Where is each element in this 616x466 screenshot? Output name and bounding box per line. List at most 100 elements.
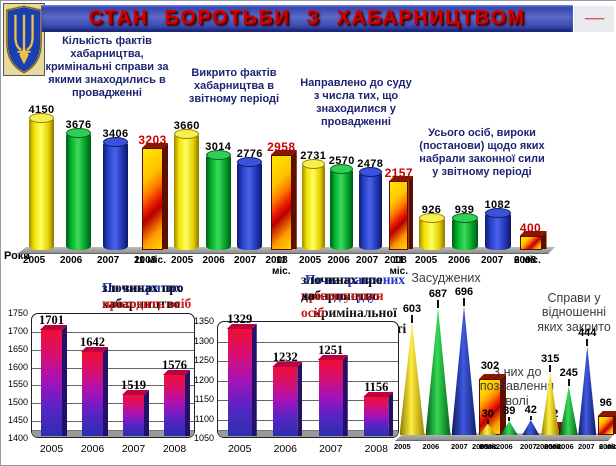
bar-3d xyxy=(273,362,303,436)
cone-spike xyxy=(411,315,413,323)
cone-spike xyxy=(586,339,589,346)
bar-top-face xyxy=(40,325,67,330)
y-axis-tick-label: 1700 xyxy=(7,325,28,336)
bars-row: 4150 3676 3406 3203 xyxy=(23,1,171,250)
value-label: 30 xyxy=(481,408,494,420)
bar-cylinder xyxy=(301,159,325,250)
gridline xyxy=(218,419,398,421)
x-axis-label: 11 міс. 2008 xyxy=(134,255,171,279)
box-side-face xyxy=(501,374,506,434)
x-axis-line: 2006 xyxy=(448,255,471,266)
cone-spike xyxy=(437,300,439,308)
title-banner: СТАН БОРОТЬБИ З ХАБАРНИЦТВОМ xyxy=(41,5,573,32)
x-axis-label: 6 міс.2008 xyxy=(514,255,547,279)
bar-3d xyxy=(364,392,394,436)
bar-value-label: 1701 xyxy=(39,313,64,327)
cone-marker xyxy=(578,346,597,435)
bar-value-label: 1251 xyxy=(318,343,344,357)
box-side-face xyxy=(408,176,414,249)
bar-side-face xyxy=(297,362,303,436)
box-top-face xyxy=(389,176,413,181)
bars-row: 926 939 1082 400 xyxy=(415,1,547,250)
value-label: 687 xyxy=(428,288,448,300)
bar-slot: 2776 xyxy=(234,1,266,250)
bar-slot: 400 xyxy=(514,1,547,250)
y-axis-tick-label: 1250 xyxy=(193,355,214,365)
chart-label: Кількість фактів хабарництва, кримінальн… xyxy=(45,35,169,99)
x-axis-label: 2005 xyxy=(23,255,60,279)
value-label: 444 xyxy=(578,327,597,339)
bar-value-label: 1576 xyxy=(162,358,187,372)
x-axis-line: 2005 xyxy=(23,255,46,266)
bar-side-face xyxy=(62,325,67,436)
x-axis-line: 2007 xyxy=(356,255,379,266)
x-axis-line: 6 міс. xyxy=(544,442,565,451)
bar-cylinder xyxy=(330,164,354,250)
bar-3d xyxy=(82,347,108,436)
chart-title-part: злочинах про xyxy=(102,280,184,295)
x-axis-labels: 2005 2006 2007 11 міс. 2008 xyxy=(299,255,413,279)
corner-patch: ~~~~ xyxy=(574,6,614,32)
y-axis-tick-label: 1500 xyxy=(7,397,28,408)
x-axis-line: 2005 xyxy=(394,442,411,451)
value-label: 696 xyxy=(454,286,474,298)
box-top-face xyxy=(598,411,616,416)
y-axis-tick-label: 1750 xyxy=(7,308,28,318)
gridline xyxy=(32,385,194,387)
x-axis-label: 2006 xyxy=(273,443,297,455)
bar-cylinder xyxy=(174,129,200,250)
x-axis-line: 2008 xyxy=(599,442,616,451)
cone-marker xyxy=(425,308,451,435)
gridline xyxy=(32,403,194,405)
x-axis-line: 6 міс. xyxy=(599,442,616,451)
x-axis-label: 2007 xyxy=(121,443,146,455)
gridline xyxy=(218,400,398,401)
x-axis-line: 2005 xyxy=(415,255,438,266)
y-axis-tick-label: 1600 xyxy=(7,361,28,372)
chart-title-part: до xyxy=(301,288,315,304)
x-axis-line: 2007 xyxy=(97,255,120,266)
x-axis-label: 2005 xyxy=(228,443,252,455)
x-axis-label: 2006 xyxy=(203,255,235,279)
chart-label: Викрито фактів хабарництва в звітному пе… xyxy=(188,67,280,105)
chart-label: Направлено до суду з числа тих, що знахо… xyxy=(300,77,412,128)
bars-row: 3660 3014 2776 2958 xyxy=(171,1,297,250)
cone-spike xyxy=(529,416,532,420)
x-axis-label: 2005 xyxy=(536,442,557,458)
bar-slot: 4150 xyxy=(23,1,60,250)
x-axis-label: 11 міс. 2008 xyxy=(266,255,298,279)
gridline xyxy=(218,361,398,362)
bar-top-face xyxy=(122,390,149,395)
cone-spike xyxy=(508,417,511,421)
bar-top-face xyxy=(163,370,190,375)
cone-spike xyxy=(463,298,465,306)
bar-cylinder xyxy=(484,208,511,250)
x-axis-label: 2005 xyxy=(415,255,448,279)
cone-spike xyxy=(549,365,552,372)
chart-title: По направлених до суду злочинах про хабар… xyxy=(193,272,409,336)
x-axis-label: 2005 xyxy=(39,443,64,455)
bar-3d xyxy=(319,355,348,436)
x-axis-line: 2005 xyxy=(472,442,489,451)
cone-marker xyxy=(522,420,540,435)
x-axis-line: 2007 xyxy=(520,442,537,451)
decor-squiggle: ~~~~ xyxy=(584,13,604,25)
x-axis-line: 2006 xyxy=(202,255,225,266)
bar-slot: 2157 xyxy=(385,1,414,250)
bar-3d-box xyxy=(597,411,616,435)
x-axis-line: 2005 xyxy=(171,255,194,266)
box-side-face xyxy=(541,231,547,249)
x-axis-label: 2007 xyxy=(578,442,599,458)
chart-label: Засуджених xyxy=(411,271,481,285)
x-axis-line: 2008 xyxy=(544,442,561,451)
box-side-face xyxy=(163,143,168,249)
y-axis-tick-label: 1300 xyxy=(193,335,214,346)
cone-marker xyxy=(399,323,425,435)
bar-side-face xyxy=(251,324,257,436)
y-axis-tick-label: 1650 xyxy=(7,343,28,354)
y-axis-tick-label: 1150 xyxy=(194,394,214,404)
y-axis-tick-label: 1450 xyxy=(7,415,28,426)
bar-slot: 2570 xyxy=(328,1,357,250)
